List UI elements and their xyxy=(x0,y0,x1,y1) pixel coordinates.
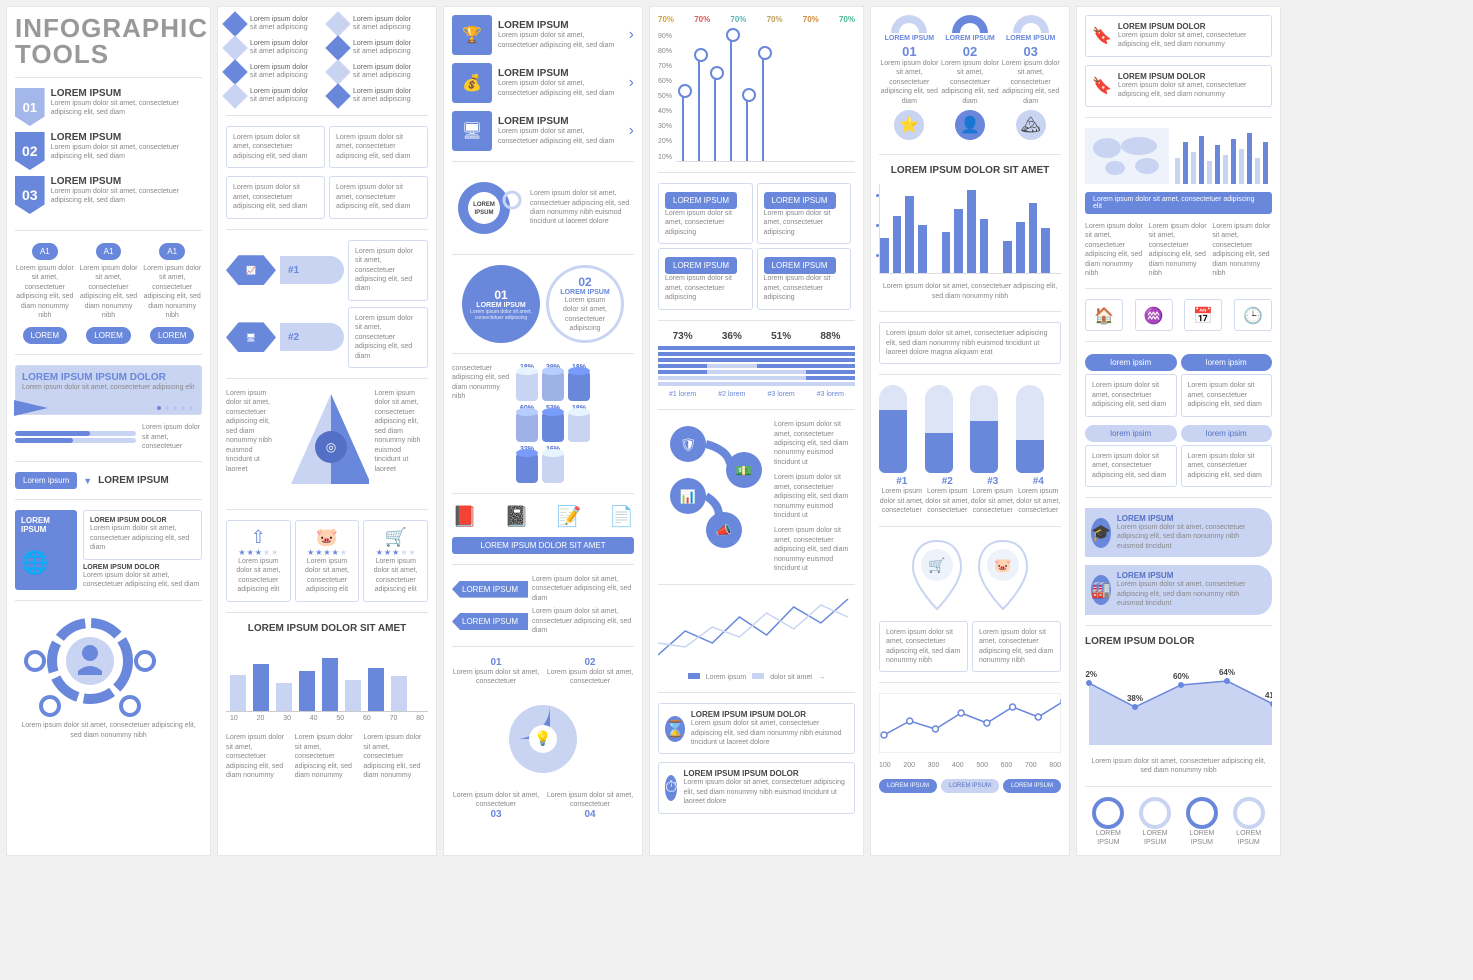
house-icon: 🏠 xyxy=(1085,299,1123,331)
svg-text:💵: 💵 xyxy=(736,463,752,478)
piggy-icon: 🐷 xyxy=(973,537,1033,613)
stacked-bars: 73%#1 lorem36%#2 lorem51%#3 lorem88%#3 l… xyxy=(658,331,855,399)
bookmark-2: 🔖LOREM IPSUM DOLORLorem ipsum dolor sit … xyxy=(1085,65,1272,107)
svg-text:LOREM: LOREM xyxy=(473,202,495,208)
radial-icons: 🛡💵📊📣 Lorem ipsum dolor sit amet, consect… xyxy=(658,420,855,574)
line-chart xyxy=(658,595,855,665)
quad-pie: 01Lorem ipsum dolor sit amet, consectetu… xyxy=(452,657,634,687)
screen-icon: 🖥 xyxy=(452,111,492,151)
four-tags: LOREM IPSUMLorem ipsum dolor sit amet, c… xyxy=(658,183,855,310)
bar-chart-title: LOREM IPSUM DOLOR SIT AMET xyxy=(226,623,428,634)
diamond-list: Lorem ipsum dolorsit amet adipiscingLore… xyxy=(226,15,428,105)
svg-text:IPSUM: IPSUM xyxy=(474,210,493,216)
svg-text:62%: 62% xyxy=(1085,670,1097,679)
ribbons: LOREM IPSUMLorem ipsum dolor sit amet, c… xyxy=(452,575,634,636)
area-chart-title: LOREM IPSUM DOLOR xyxy=(1085,636,1272,647)
svg-text:64%: 64% xyxy=(1219,668,1235,677)
timer-icon: ⏱ xyxy=(665,775,677,801)
cart-icon: 🛒 xyxy=(370,527,421,548)
svg-text:41%: 41% xyxy=(1265,691,1272,700)
gear-icon: LOREM IPSUM xyxy=(452,172,524,244)
three-text-cols: Lorem ipsum dolor sit amet, consectetuer… xyxy=(226,733,428,780)
a1-cards: A1Lorem ipsum dolor sit amet, consectetu… xyxy=(15,241,202,344)
coin-icon: 💰 xyxy=(452,63,492,103)
svg-text:IPSUM: IPSUM xyxy=(336,490,362,499)
scatter-line xyxy=(879,693,1061,753)
svg-text:🐷: 🐷 xyxy=(994,557,1011,574)
world-map-icon xyxy=(1085,128,1169,184)
area-chart: 62% 38% 60% 64% 41% xyxy=(1085,655,1272,749)
four-boxes: Lorem ipsum dolor sit amet, consectetuer… xyxy=(226,126,428,168)
gear-block: LOREMIPSUM Lorem ipsum dolor sit amet, c… xyxy=(452,172,634,244)
trophy-icon: 🏆 xyxy=(452,15,492,55)
info-box: Lorem ipsum dolor sit amet, consectetuer… xyxy=(879,322,1061,364)
svg-text:💡: 💡 xyxy=(534,730,551,747)
icon-pill-1: 🎓LOREM IPSUMLorem ipsum dolor sit amet, … xyxy=(1085,508,1272,557)
star-icon: ⭐ xyxy=(894,110,924,140)
people-icon: ⇧ xyxy=(233,527,284,548)
bookmark-icon: 🔖 xyxy=(1092,26,1112,46)
ipsim-grid: lorem ipsimLorem ipsum dolor sit amet, c… xyxy=(1085,352,1272,416)
banner: LOREM IPSUM DOLOR SIT AMET xyxy=(452,537,634,554)
avatar-icon xyxy=(15,611,165,721)
grouped-bars-title: LOREM IPSUM DOLOR SIT AMET xyxy=(879,165,1061,176)
calendar-icon: 📅 xyxy=(1184,299,1222,331)
bookmark-icon: 🔖 xyxy=(1092,76,1112,96)
bookmark-1: 🔖LOREM IPSUM DOLORLorem ipsum dolor sit … xyxy=(1085,15,1272,57)
screen-icon: 🖥 xyxy=(226,322,276,352)
callout-2: ⏱LOREM IPSUM IPSUM DOLORLorem ipsum dolo… xyxy=(658,762,855,813)
arrow-steps: 01LOREM IPSUMLorem ipsum dolor sit amet,… xyxy=(15,88,202,220)
book-icons: 📕📓📝📄 xyxy=(452,504,634,529)
dropdown-row: Lorem ipsum▼LOREM IPSUM xyxy=(15,472,202,489)
tubes: #1Lorem ipsum dolor sit amet, consectetu… xyxy=(879,385,1061,515)
percent-header: 70%70%70%70%70%70% xyxy=(658,15,855,24)
book-block: LOREM IPSUM🌐 LOREM IPSUM DOLORLorem ipsu… xyxy=(15,510,202,590)
svg-text:38%: 38% xyxy=(1127,694,1143,703)
avatar-orbit: Lorem ipsum dolor sit amet, consectetuer… xyxy=(15,611,202,740)
hex-rows: 📈#1Lorem ipsum dolor sit amet, consectet… xyxy=(226,240,428,368)
hourglass-icon: ⌛ xyxy=(665,716,685,742)
person-icon: 👤 xyxy=(955,110,985,140)
mountain-icon: 🏔 xyxy=(1016,110,1046,140)
grad-icon: 🎓 xyxy=(1091,518,1111,548)
grouped-bars xyxy=(879,184,1061,274)
chart-icon: 📈 xyxy=(226,255,276,285)
cart-icon: 🛒 xyxy=(907,537,967,613)
rating-cards: ⇧★★★★★Lorem ipsum dolor sit amet, consec… xyxy=(226,520,428,602)
waves-icon: ♒ xyxy=(1135,299,1173,331)
icon-arrow-rows: 🏆LOREM IPSUMLorem ipsum dolor sit amet, … xyxy=(452,15,634,151)
progress-bars: Lorem ipsum dolor sit amet, consectetuer xyxy=(15,423,202,451)
lollipop-chart: 90%80%70%60%50%40%30%20%10% xyxy=(658,32,855,162)
svg-text:◎: ◎ xyxy=(325,440,335,454)
world-map-bars xyxy=(1085,128,1272,184)
half-donut-cards: LOREM IPSUM01Lorem ipsum dolor sit amet,… xyxy=(879,15,1061,144)
svg-text:🛒: 🛒 xyxy=(928,557,945,574)
callout-card: LOREM IPSUM IPSUM DOLOR Lorem ipsum dolo… xyxy=(15,365,202,415)
main-title: INFOGRAPHIC TOOLS xyxy=(15,15,202,67)
icon-pill-2: 🏭LOREM IPSUMLorem ipsum dolor sit amet, … xyxy=(1085,565,1272,614)
map-pins: 🛒 🐷 xyxy=(879,537,1061,613)
svg-text:📊: 📊 xyxy=(680,489,696,504)
svg-text:📣: 📣 xyxy=(716,523,732,538)
cylinders: consectetuer adipiscing elit, sed diam n… xyxy=(452,364,634,483)
piggy-icon: 🐷 xyxy=(302,527,353,548)
square-icons: 🏠 ♒ 📅 🕒 xyxy=(1085,299,1272,331)
clock-icon: 🕒 xyxy=(1234,299,1272,331)
svg-text:60%: 60% xyxy=(1173,672,1189,681)
bar-chart: 1020304050607080 xyxy=(226,642,428,725)
triangle-block: Lorem ipsum dolor sit amet, consectetuer… xyxy=(226,389,428,499)
two-circles: 01LOREM IPSUMLorem ipsum dolor sit amet,… xyxy=(452,265,634,343)
svg-text:🛡: 🛡 xyxy=(680,437,697,452)
factory-icon: 🏭 xyxy=(1091,575,1111,605)
ring-row: LOREM IPSUM LOREM IPSUM LOREM IPSUM LORE… xyxy=(1085,797,1272,848)
callout-1: ⌛LOREM IPSUM IPSUM DOLORLorem ipsum dolo… xyxy=(658,703,855,754)
